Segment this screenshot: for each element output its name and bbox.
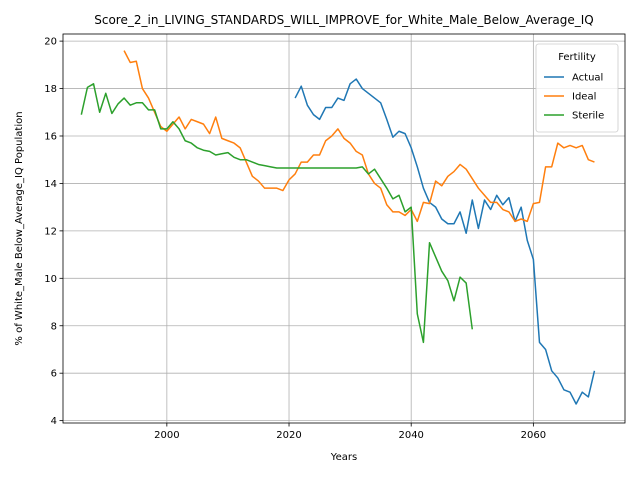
x-tick-label: 2060 <box>521 430 546 441</box>
legend-box <box>535 43 619 133</box>
series-line-actual <box>294 78 596 405</box>
x-tick-label: 2000 <box>154 430 179 441</box>
grid <box>63 34 625 423</box>
legend-entry-label: Actual <box>572 73 603 84</box>
y-tick-label: 6 <box>51 369 57 380</box>
chart-title: Score_2_in_LIVING_STANDARDS_WILL_IMPROVE… <box>94 13 594 27</box>
y-tick-label: 16 <box>44 131 57 142</box>
x-tick-label: 2020 <box>276 430 301 441</box>
y-axis-label: % of White_Male Below_Average_IQ Populat… <box>14 111 25 345</box>
legend-title: Fertility <box>558 52 596 63</box>
y-tick-label: 8 <box>51 321 57 332</box>
plot-frame <box>62 33 626 424</box>
legend-entry-label: Ideal <box>572 92 596 103</box>
y-tick-label: 4 <box>51 416 57 427</box>
x-axis-ticks: 2000 2020 2040 2060 <box>154 423 546 441</box>
x-axis-label: Years <box>330 452 357 463</box>
legend: Fertility Actual Ideal Sterile <box>535 43 619 133</box>
legend-entry-label: Sterile <box>572 111 604 122</box>
series-lines <box>80 50 596 405</box>
y-axis-ticks: 4 6 8 10 12 14 16 18 20 <box>44 37 63 427</box>
x-tick-label: 2040 <box>398 430 423 441</box>
series-line-ideal <box>123 50 595 223</box>
y-tick-label: 18 <box>44 84 57 95</box>
y-tick-label: 20 <box>44 37 57 48</box>
series-line-sterile <box>80 83 474 344</box>
y-tick-label: 12 <box>44 226 57 237</box>
y-tick-label: 10 <box>44 274 57 285</box>
y-tick-label: 14 <box>44 179 57 190</box>
